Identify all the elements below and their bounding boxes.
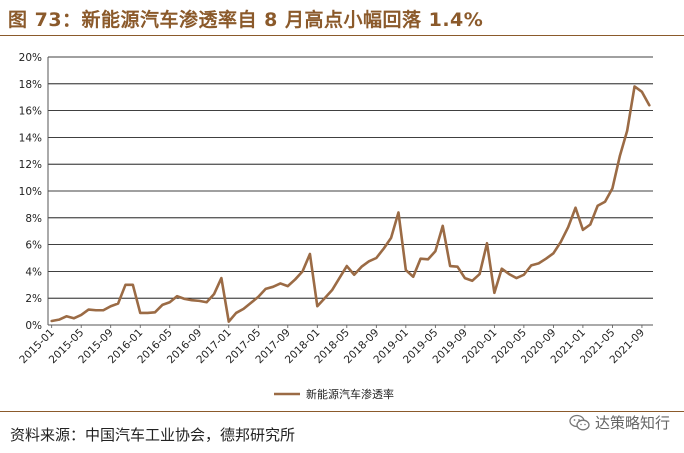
legend-label: 新能源汽车渗透率 <box>306 387 394 401</box>
y-tick-label: 0% <box>25 320 42 332</box>
y-tick-label: 20% <box>19 52 42 64</box>
watermark-text: 达策略知行 <box>594 414 670 432</box>
y-tick-label: 14% <box>19 132 42 144</box>
y-tick-label: 10% <box>19 186 42 198</box>
chart-area: 0% 2% 4% 6% 8% 10% 12% 14% 16% 18% 20% 2015-01 2015-… <box>0 38 684 408</box>
source-divider <box>0 411 684 412</box>
wechat-icon <box>569 414 590 430</box>
watermark: 达策略知行 <box>569 412 670 433</box>
y-tick-label: 4% <box>25 266 42 278</box>
title-divider <box>0 35 684 36</box>
source-note: 资料来源：中国汽车工业协会，德邦研究所 <box>10 426 296 444</box>
y-tick-label: 18% <box>19 79 42 91</box>
y-tick-label: 8% <box>25 213 42 225</box>
y-tick-label: 6% <box>25 240 42 252</box>
y-tick-label: 2% <box>25 293 42 305</box>
y-tick-label: 16% <box>19 106 42 118</box>
series-line <box>50 85 651 323</box>
y-tick-label: 12% <box>19 159 42 171</box>
line-chart: 0%2%4%6%8%10%12%14%16%18%20%2015-012015-… <box>17 52 653 401</box>
chart-figure-title: 图 73：新能源汽车渗透率自 8 月高点小幅回落 1.4% <box>8 9 484 31</box>
